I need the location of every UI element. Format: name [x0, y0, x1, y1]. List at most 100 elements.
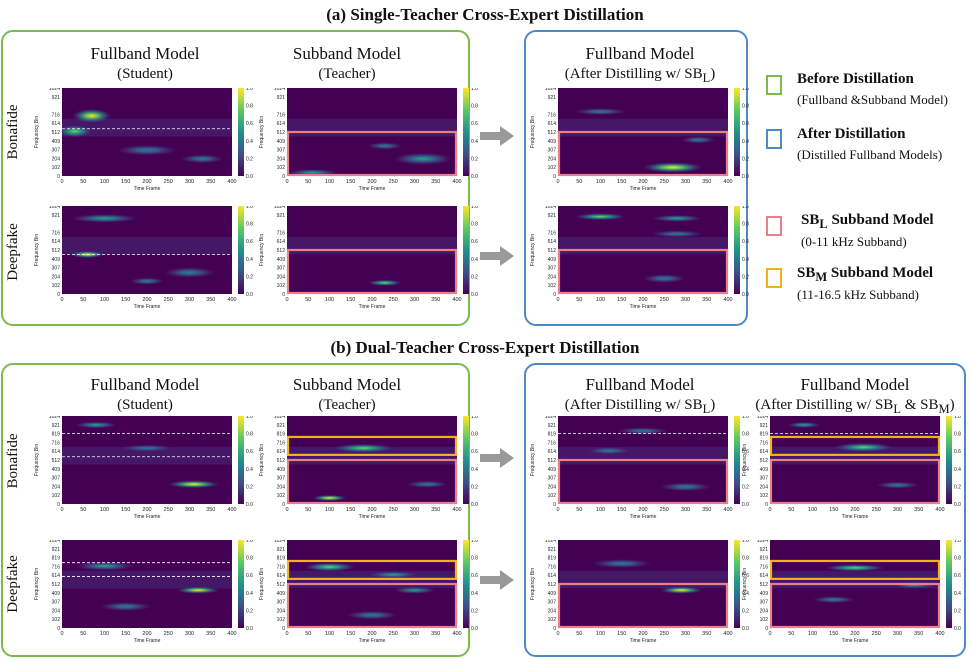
x-tick-label: 300	[893, 631, 902, 637]
y-tick-label: 409	[277, 139, 286, 145]
section-a-title: (a) Single-Teacher Cross-Expert Distilla…	[326, 5, 644, 24]
colorbar-tick-label: 0.4	[246, 257, 253, 263]
row-label-bonafide-b: Bonafide	[5, 433, 21, 489]
heatmap-blob	[660, 482, 711, 492]
x-tick-label: 100	[596, 179, 605, 185]
y-tick-label: 819	[52, 556, 61, 562]
y-tick-label: 204	[277, 156, 286, 162]
x-tick-label: 400	[723, 631, 732, 637]
x-tick-label: 400	[227, 179, 236, 185]
y-tick-label: 307	[760, 600, 769, 606]
after-distillation-box-b	[524, 363, 966, 657]
heatmap-blob	[825, 564, 885, 572]
colorbar-tick-label: 0.8	[246, 556, 253, 562]
sbl-subband-box	[557, 582, 729, 629]
colorbar-tick-label: 0.4	[954, 467, 961, 473]
y-tick-label: 512	[548, 130, 557, 136]
y-tick-label: 921	[52, 423, 61, 429]
x-tick-label: 250	[164, 297, 173, 303]
colorbar	[734, 88, 740, 176]
heatmap-blob	[643, 274, 686, 283]
x-tick-label: 350	[914, 631, 923, 637]
y-tick-label: 716	[548, 112, 557, 118]
y-tick-label: 1024	[49, 416, 60, 420]
y-tick-label: 409	[548, 467, 557, 473]
heatmap-panel: 0 102 204 307 409 512 614 716 921 1024 0 50 100 150 20…	[530, 206, 749, 310]
colorbar-tick-label: 0.4	[742, 467, 749, 473]
x-axis-label: Time Frame	[359, 638, 386, 644]
x-tick-label: 400	[723, 179, 732, 185]
row-label-deepfake-a: Deepfake	[5, 223, 21, 281]
after-suffix: )	[710, 397, 716, 413]
sbl-subband-box	[286, 130, 458, 177]
after-sub: L	[893, 402, 901, 416]
colorbar-tick-label: 0.6	[471, 573, 478, 579]
y-tick-label: 409	[277, 591, 286, 597]
x-tick-label: 50	[80, 631, 86, 637]
x-tick-label: 0	[556, 179, 559, 185]
x-tick-label: 250	[164, 179, 173, 185]
x-tick-label: 300	[681, 507, 690, 513]
y-tick-label: 409	[760, 591, 769, 597]
colorbar-tick-label: 1.0	[471, 88, 478, 92]
sbl-subband-box	[286, 248, 458, 295]
colorbar-tick-label: 1.0	[742, 540, 749, 544]
heatmap-band	[62, 236, 232, 255]
colorbar-tick-label: 0.2	[742, 484, 749, 490]
arrow-icon	[480, 570, 514, 590]
x-tick-label: 250	[660, 631, 669, 637]
x-tick-label: 350	[431, 297, 440, 303]
x-tick-label: 100	[100, 507, 109, 513]
legend-pink-square	[766, 216, 782, 236]
heatmap-panel: 0 102 204 307 409 512 614 716 921 1024 0 50 100 150 20…	[259, 206, 478, 310]
y-axis-label: Frequency Bin	[530, 444, 536, 476]
colorbar-tick-label: 1.0	[246, 88, 253, 92]
y-tick-label: 102	[548, 617, 557, 623]
colorbar	[463, 206, 469, 294]
y-tick-label: 204	[52, 156, 61, 162]
x-tick-label: 50	[80, 179, 86, 185]
y-tick-label: 512	[277, 130, 286, 136]
x-tick-label: 0	[285, 507, 288, 513]
legend-after-title: After Distillation	[797, 126, 906, 142]
colorbar-tick-label: 0.2	[742, 274, 749, 280]
y-tick-label: 307	[52, 266, 61, 272]
x-tick-label: 250	[872, 631, 881, 637]
y-tick-label: 1024	[545, 206, 556, 210]
y-tick-label: 614	[760, 449, 769, 455]
y-tick-label: 614	[277, 449, 286, 455]
y-tick-label: 921	[52, 95, 61, 101]
y-tick-label: 307	[277, 476, 286, 482]
x-tick-label: 350	[702, 631, 711, 637]
col-title-main: Fullband Model	[585, 375, 695, 394]
x-axis-label: Time Frame	[630, 186, 657, 192]
col-title-subband-teacher-b: Subband Model (Teacher)	[262, 375, 432, 415]
y-tick-label: 1024	[757, 416, 768, 420]
x-tick-label: 300	[185, 631, 194, 637]
x-tick-label: 50	[305, 179, 311, 185]
y-tick-label: 1024	[545, 416, 556, 420]
colorbar-tick-label: 1.0	[471, 206, 478, 210]
x-tick-label: 400	[723, 507, 732, 513]
x-tick-label: 200	[142, 297, 151, 303]
colorbar-tick-label: 1.0	[471, 416, 478, 420]
x-tick-label: 50	[305, 507, 311, 513]
y-tick-label: 1024	[49, 540, 60, 544]
col-title-main: Fullband Model	[800, 375, 910, 394]
colorbar-tick-label: 0.0	[954, 502, 961, 508]
colorbar-tick-label: 0.6	[742, 573, 749, 579]
heatmap-blob	[393, 152, 453, 165]
x-tick-label: 50	[576, 179, 582, 185]
colorbar-tick-label: 0.8	[471, 432, 478, 438]
colorbar-tick-label: 0.0	[742, 292, 749, 298]
colorbar-tick-label: 0.8	[246, 432, 253, 438]
y-tick-label: 102	[52, 165, 61, 171]
x-tick-label: 300	[681, 631, 690, 637]
x-tick-label: 250	[660, 297, 669, 303]
x-tick-label: 300	[185, 507, 194, 513]
heatmap-blob	[333, 443, 394, 453]
y-tick-label: 0	[282, 626, 285, 632]
x-tick-label: 0	[285, 631, 288, 637]
y-tick-label: 307	[548, 266, 557, 272]
y-tick-label: 0	[57, 626, 60, 632]
